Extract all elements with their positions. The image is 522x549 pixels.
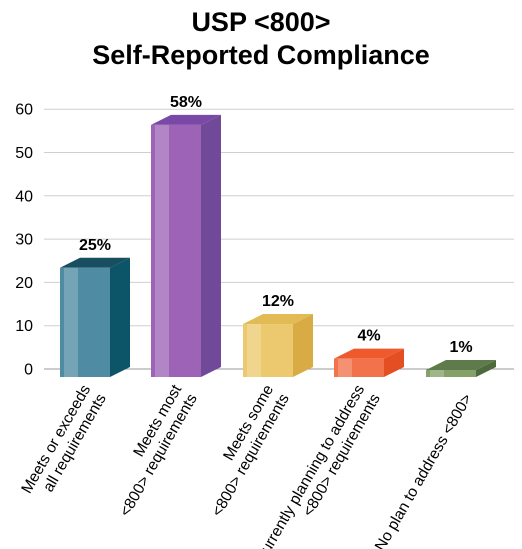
x-category-label: Meets most<800> requirements (117, 381, 201, 519)
bar (243, 324, 293, 377)
bar-side-face (110, 257, 130, 377)
bar-highlight (155, 124, 169, 377)
data-label: 58% (170, 94, 202, 111)
bar-top-face (151, 114, 221, 125)
bar-highlight (64, 267, 78, 377)
bar (151, 124, 201, 377)
data-label: 12% (262, 293, 294, 310)
chart-title-line-2: Self-Reported Compliance (92, 40, 430, 70)
bar (426, 370, 476, 377)
chart-title: USP <800> Self-Reported Compliance (0, 6, 522, 72)
y-tick-label: 40 (15, 188, 33, 205)
bar-highlight (247, 324, 261, 377)
x-category-label: Meets some<800> requirements (209, 382, 293, 520)
bar-top-face (60, 257, 130, 268)
data-label: 4% (357, 328, 380, 345)
data-label: 1% (449, 339, 472, 356)
y-tick-label: 20 (15, 275, 33, 292)
bar-top-face (243, 314, 313, 325)
x-category-label: No plan to address <800> (372, 391, 476, 549)
y-tick-label: 0 (24, 362, 33, 379)
bar-highlight (338, 358, 352, 377)
bar-top-face (426, 360, 496, 370)
y-tick-label: 10 (15, 318, 33, 335)
bar (334, 358, 384, 377)
bar-side-face (201, 114, 221, 378)
bar-top-face (334, 348, 404, 359)
chart-title-line-1: USP <800> (191, 7, 331, 37)
bar (60, 267, 110, 377)
bar-side-face (293, 314, 313, 377)
x-category-label-line: No plan to address <800> (372, 391, 476, 549)
y-tick-label: 30 (15, 232, 33, 249)
bar-side-face (384, 348, 404, 377)
y-tick-label: 50 (15, 145, 33, 162)
data-label: 25% (79, 237, 111, 254)
bar-highlight (430, 370, 444, 377)
bar-side-face (476, 360, 496, 377)
y-tick-label: 60 (15, 102, 33, 119)
